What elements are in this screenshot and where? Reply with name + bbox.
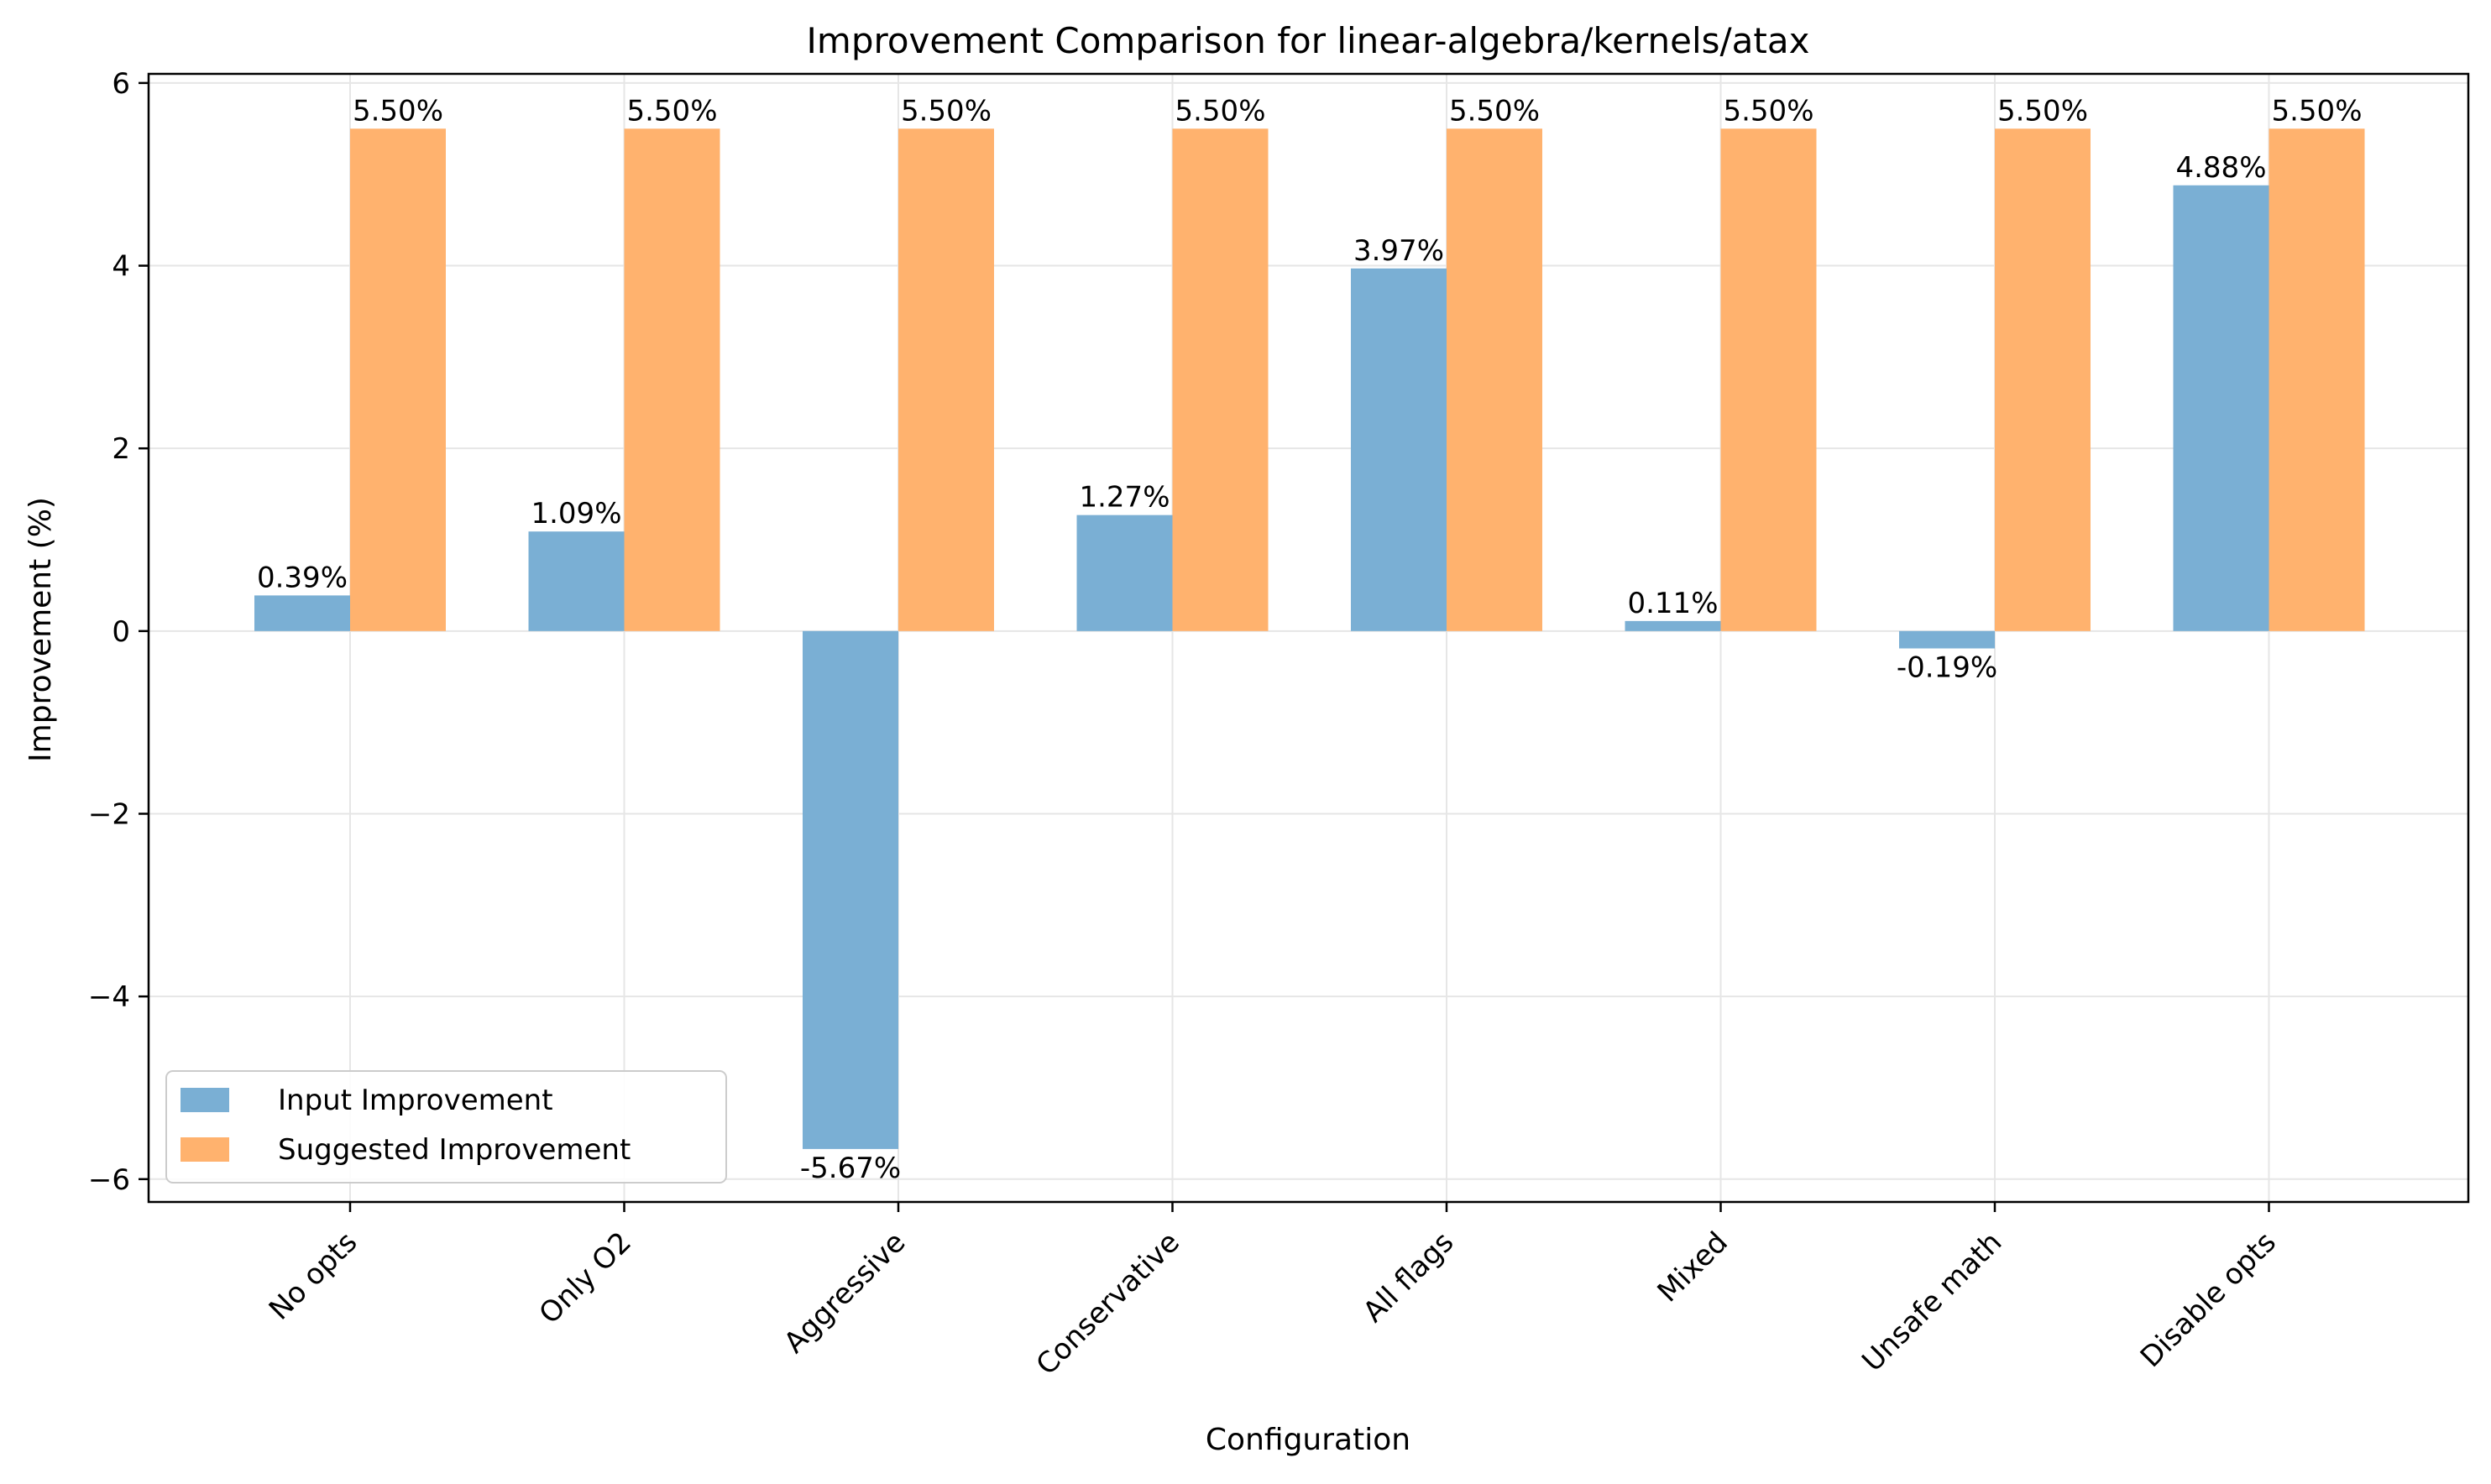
data-label: 5.50%	[353, 94, 443, 128]
x-tick-label: All flags	[1357, 1225, 1460, 1329]
bar-input	[1351, 268, 1447, 631]
x-tick-label: Mixed	[1651, 1225, 1735, 1309]
y-tick-label: −2	[88, 797, 130, 831]
y-axis: −6 −4 −2 0 2 4 6	[88, 67, 149, 1197]
y-tick-label: −4	[88, 980, 130, 1014]
legend: Input Improvement Suggested Improvement	[165, 1070, 727, 1184]
bar-suggested	[1172, 128, 1269, 631]
bars	[254, 128, 2365, 1149]
plot-frame	[147, 72, 2470, 1204]
x-tick-label: Conservative	[1030, 1225, 1186, 1382]
x-tick-label: Disable opts	[2134, 1225, 2283, 1374]
bar-input	[2173, 185, 2269, 631]
data-label: 5.50%	[901, 94, 992, 128]
x-tick-label: No opts	[263, 1225, 364, 1327]
data-label: 0.11%	[1627, 587, 1718, 620]
legend-swatch-suggested	[181, 1137, 229, 1162]
x-axis: No opts Only O2 Aggressive Conservative All …	[263, 1202, 2283, 1382]
data-label: 3.97%	[1353, 234, 1444, 268]
legend-label-suggested: Suggested Improvement	[278, 1133, 631, 1167]
bar-input	[1625, 620, 1721, 631]
bar-suggested	[2269, 128, 2365, 631]
bar-input	[528, 531, 625, 631]
y-tick-label: 0	[112, 615, 130, 649]
x-tick-label: Aggressive	[777, 1225, 912, 1360]
bar-suggested	[350, 128, 446, 631]
bar-suggested	[1447, 128, 1542, 631]
data-label: -5.67%	[800, 1152, 901, 1185]
data-label: 5.50%	[2271, 94, 2362, 128]
data-label: 0.39%	[257, 561, 348, 594]
data-label: 5.50%	[1997, 94, 2088, 128]
data-label: 5.50%	[1449, 94, 1540, 128]
y-tick-label: 4	[112, 250, 130, 284]
data-labels: 0.39% 1.09% -5.67% 1.27% 3.97% 0.11% -0.19% 4.8…	[257, 94, 2363, 1185]
bar-suggested	[898, 128, 994, 631]
x-tick-label: Unsafe math	[1855, 1225, 2008, 1378]
bar-input	[1899, 630, 1995, 649]
bar-suggested	[1720, 128, 1817, 631]
bar-suggested	[1995, 128, 2091, 631]
data-label: 1.27%	[1079, 481, 1170, 515]
y-axis-label: Improvement (%)	[24, 497, 58, 762]
bar-suggested	[624, 128, 720, 631]
y-tick-label: 6	[112, 67, 130, 101]
data-label: 4.88%	[2175, 151, 2266, 185]
data-label: 5.50%	[1723, 94, 1813, 128]
legend-box	[165, 1070, 727, 1184]
legend-swatch-input	[181, 1088, 229, 1112]
data-label: -0.19%	[1897, 651, 1997, 685]
data-label: 1.09%	[531, 497, 621, 530]
grid	[149, 74, 2468, 1202]
bar-input	[803, 630, 898, 1149]
data-label: 5.50%	[1175, 94, 1265, 128]
legend-label-input: Input Improvement	[278, 1084, 553, 1117]
x-tick-label: Only O2	[533, 1225, 638, 1330]
bar-input	[1076, 515, 1173, 631]
data-label: 5.50%	[626, 94, 717, 128]
y-tick-label: 2	[112, 432, 130, 466]
y-tick-label: −6	[88, 1163, 130, 1197]
x-axis-label: Configuration	[1206, 1423, 1410, 1457]
bar-input	[254, 595, 350, 631]
chart-title: Improvement Comparison for linear-algebr…	[807, 20, 1810, 61]
